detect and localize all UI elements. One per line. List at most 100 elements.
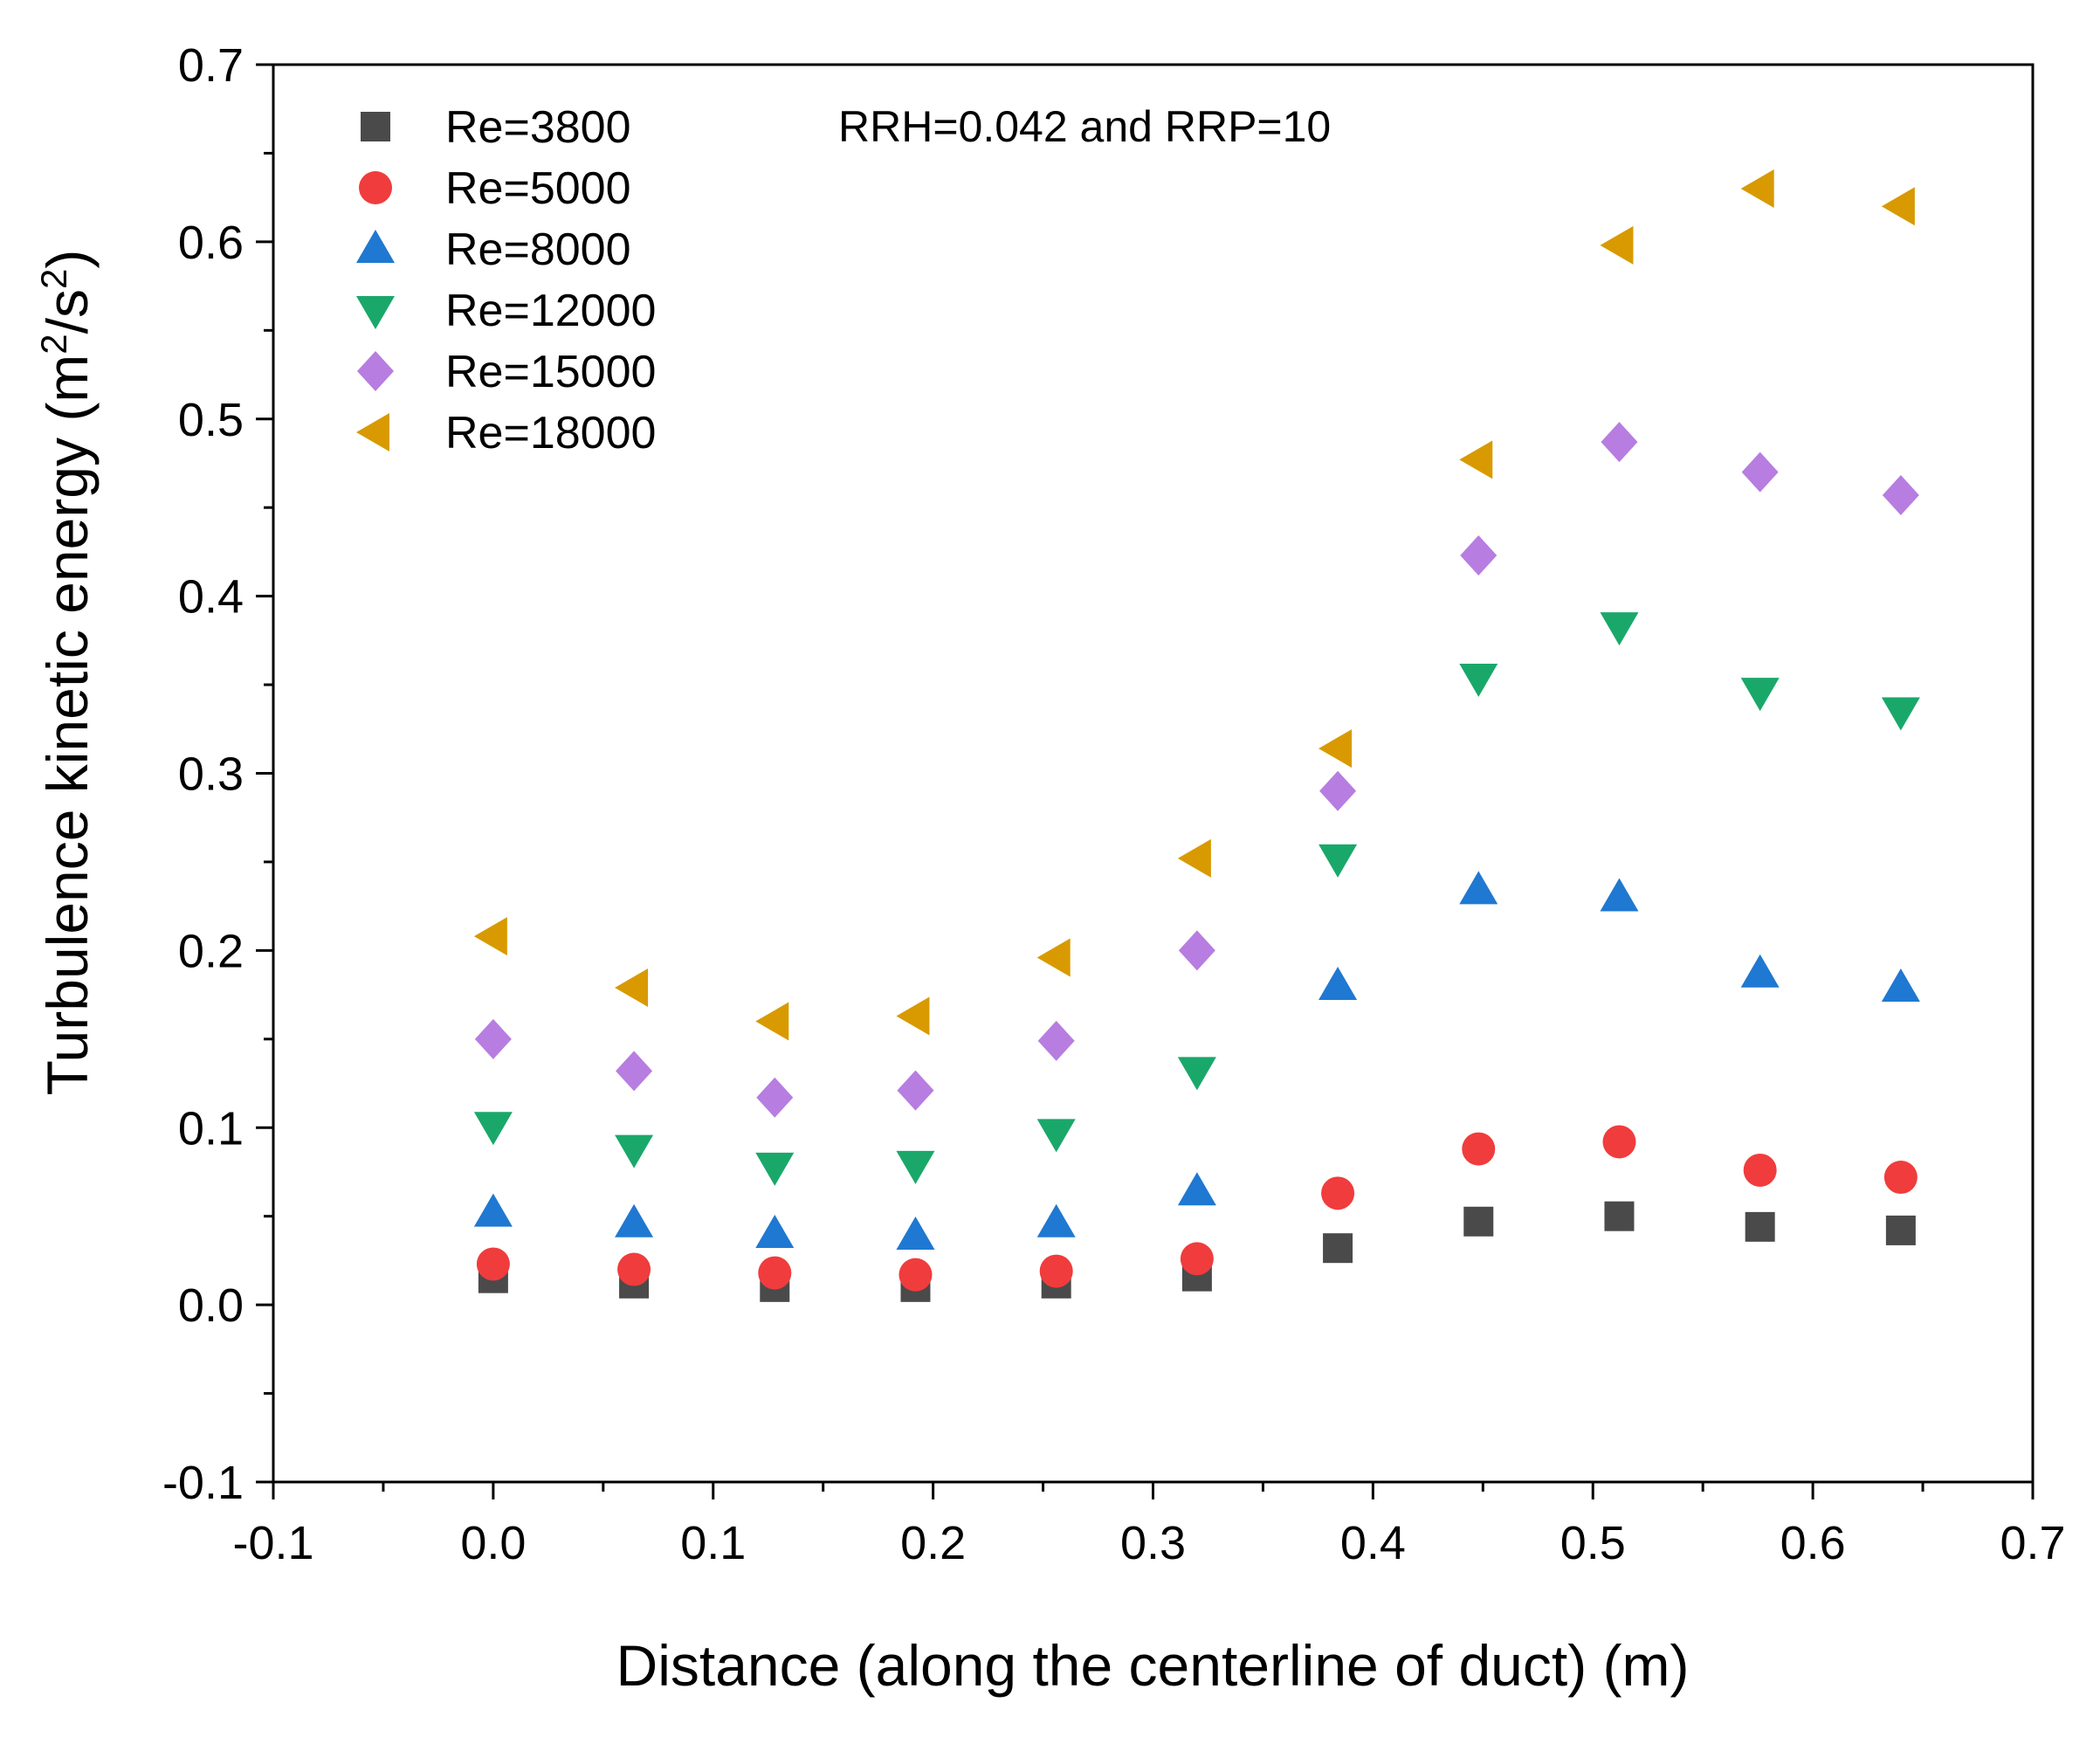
data-point [476, 1247, 510, 1281]
y-axis-title-sup2: 2 [33, 269, 74, 289]
y-axis-title-end: ) [35, 250, 100, 269]
legend-marker [356, 296, 395, 329]
legend-marker [356, 230, 395, 263]
legend-item: Re=18000 [356, 408, 656, 458]
data-point [473, 1112, 513, 1146]
legend-label: Re=12000 [445, 286, 656, 336]
data-point [1463, 1206, 1494, 1237]
data-point [896, 1217, 935, 1251]
data-point [615, 1134, 654, 1168]
legend-item: Re=8000 [356, 224, 631, 275]
data-point [1180, 1242, 1214, 1276]
data-point [1883, 1161, 1918, 1195]
data-point [473, 917, 507, 956]
data-point [1741, 451, 1779, 493]
x-tick-label: 0.4 [1340, 1517, 1406, 1569]
data-point [896, 996, 930, 1036]
y-tick-label: 0.5 [178, 394, 244, 446]
data-point [1745, 1211, 1775, 1242]
data-point [1459, 440, 1493, 479]
x-tick-label: 0.7 [2000, 1517, 2065, 1569]
data-point [617, 1252, 651, 1286]
x-tick-label: 0.6 [1780, 1517, 1846, 1569]
legend-item: Re=5000 [359, 163, 631, 214]
y-axis-title-sup1: 2 [33, 334, 74, 354]
legend-label: Re=5000 [445, 163, 631, 214]
axes [272, 63, 2035, 1484]
data-point [1462, 1132, 1496, 1166]
y-tick-label: 0.6 [178, 217, 244, 269]
data-point [1321, 1176, 1355, 1210]
data-point [1036, 1119, 1076, 1153]
legend-marker [356, 413, 389, 451]
y-tick-label: 0.7 [178, 39, 244, 92]
data-point [1740, 678, 1780, 712]
legend-marker [357, 351, 394, 391]
y-tick-label: -0.1 [162, 1457, 244, 1509]
y-tick-label: 0.0 [178, 1279, 244, 1332]
legend-item: Re=15000 [357, 347, 656, 397]
data-point [755, 1002, 789, 1041]
data-point [1036, 1203, 1076, 1237]
data-point [756, 1077, 794, 1118]
y-tick-label: 0.2 [178, 925, 244, 977]
legend-label: Re=8000 [445, 224, 631, 275]
data-point [1600, 225, 1634, 265]
data-point [1602, 1125, 1636, 1159]
data-points [473, 169, 1920, 1302]
data-point [1177, 1172, 1216, 1206]
data-point [1460, 534, 1498, 576]
data-point [1604, 1201, 1635, 1231]
data-point [1459, 871, 1498, 905]
x-axis-title: Distance (along the centerline of duct) … [616, 1633, 1690, 1698]
data-point [899, 1258, 933, 1292]
data-point [1036, 938, 1071, 977]
data-point [1740, 954, 1780, 988]
x-tick-label: 0.0 [460, 1517, 526, 1569]
y-tick-label: 0.4 [178, 571, 244, 624]
data-point [1881, 968, 1920, 1002]
data-point [1323, 1233, 1353, 1264]
data-point [1039, 1254, 1073, 1288]
data-point [755, 1152, 795, 1186]
x-tick-label: 0.2 [900, 1517, 966, 1569]
data-point [1601, 422, 1638, 463]
legend-label: Re=3800 [445, 102, 631, 153]
data-point [897, 1070, 934, 1111]
series-re-15000 [474, 422, 1919, 1118]
data-point [474, 1018, 512, 1059]
legend-label: Re=18000 [445, 408, 656, 458]
series-re-5000 [476, 1125, 1918, 1292]
data-point [1882, 474, 1919, 515]
data-point [1881, 697, 1920, 731]
legend-marker [361, 112, 390, 141]
data-point [1319, 844, 1358, 878]
y-axis-title-main: Turbulence kinetic energy (m [35, 355, 100, 1096]
data-point [755, 1214, 795, 1248]
data-point [473, 1193, 513, 1227]
data-point [758, 1256, 792, 1290]
data-point [1600, 612, 1639, 646]
y-axis-title: Turbulence kinetic energy (m2/s2) [33, 250, 100, 1096]
data-point [1178, 930, 1215, 971]
x-tick-label: 0.1 [680, 1517, 746, 1569]
ticks: -0.1 0.0 0.1 0.2 0.3 0.4 0.5 0.6 0.7 -0.1 0.0 0.1 0.… [162, 39, 2066, 1569]
data-point [1459, 663, 1498, 697]
data-point [1881, 187, 1915, 226]
legend: Re=3800 Re=5000 Re=8000 Re=12000 Re=15000 Re=… [356, 102, 656, 458]
y-tick-label: 0.3 [178, 748, 244, 801]
data-point [1319, 770, 1357, 811]
data-point [1319, 966, 1358, 1000]
legend-marker [359, 171, 392, 204]
chart-annotation: RRH=0.042 and RRP=10 [838, 102, 1331, 151]
legend-label: Re=15000 [445, 347, 656, 397]
data-point [1740, 169, 1774, 209]
x-tick-label: 0.3 [1120, 1517, 1186, 1569]
data-point [1037, 1020, 1075, 1061]
legend-item: Re=12000 [356, 286, 656, 336]
series-re-12000 [473, 612, 1920, 1186]
data-point [1177, 838, 1211, 878]
data-point [1177, 1057, 1216, 1091]
